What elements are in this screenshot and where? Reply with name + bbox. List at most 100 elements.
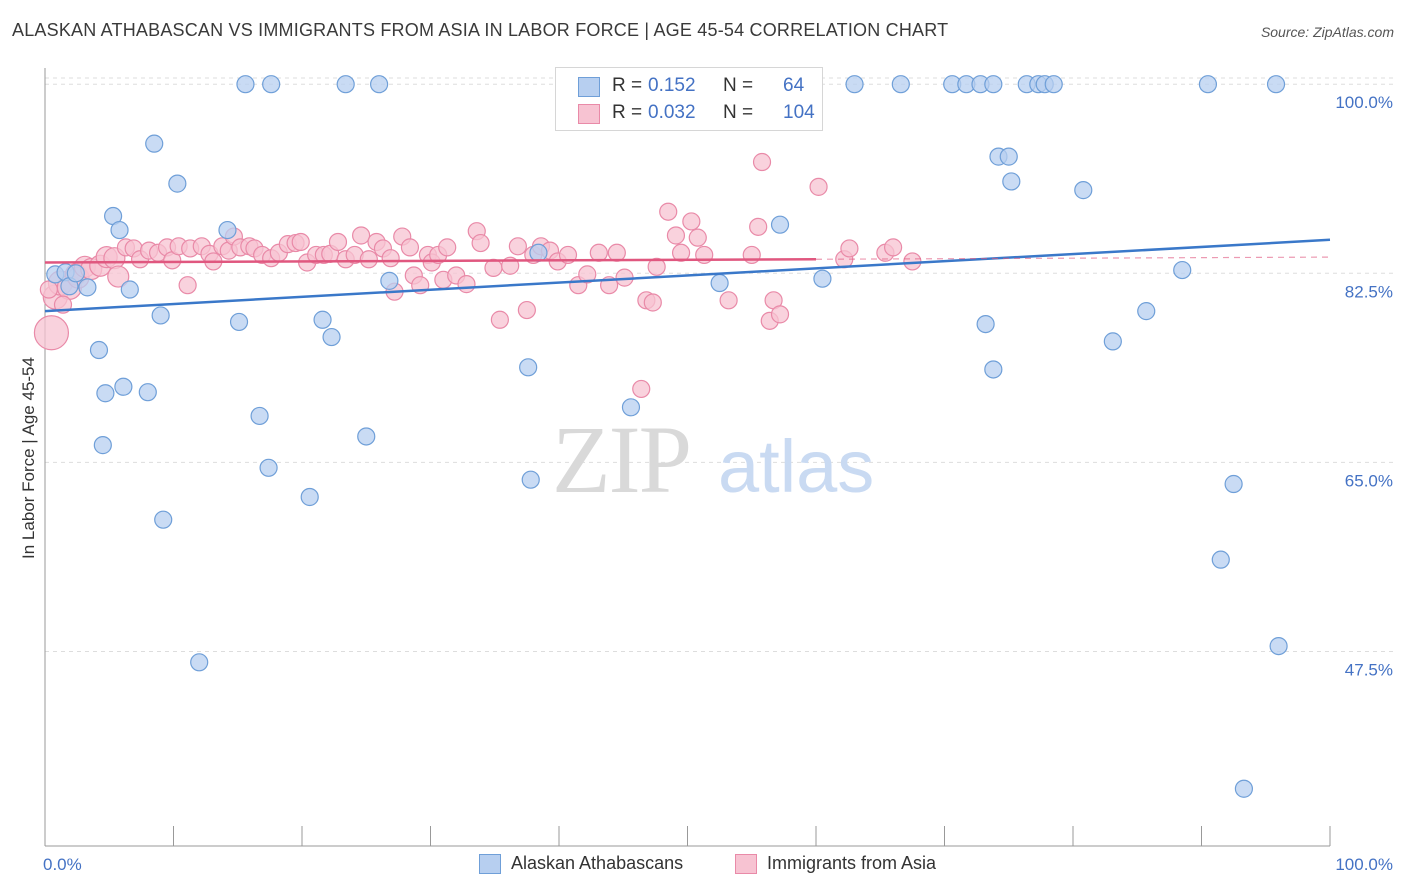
blue-point	[976, 314, 995, 334]
grid-lines	[45, 77, 1395, 652]
blue-point	[259, 458, 278, 477]
pink-point	[381, 249, 400, 268]
pink-point	[107, 265, 130, 288]
y-axis-label: In Labor Force | Age 45-54	[19, 357, 38, 559]
x-tick-label-min: 0.0%	[43, 855, 82, 874]
pink-point	[578, 265, 597, 284]
immigrants-from-asia-points	[33, 152, 922, 399]
blue-point	[78, 278, 97, 297]
chart-title: ALASKAN ATHABASCAN VS IMMIGRANTS FROM AS…	[12, 20, 949, 40]
legend-label: Alaskan Athabascans	[511, 853, 684, 873]
pink-point	[688, 228, 707, 247]
blue-point	[891, 75, 910, 94]
blue-point	[190, 653, 209, 672]
pink-point	[457, 275, 476, 294]
blue-point	[151, 306, 170, 325]
blue-point	[168, 174, 187, 193]
athabascans-trend-line	[44, 238, 1331, 313]
watermark-zip: ZIP	[552, 406, 690, 513]
asia-trend-extension	[815, 256, 1331, 260]
blue-point	[380, 271, 399, 290]
blue-point	[154, 510, 173, 529]
legend-swatch-pink	[578, 104, 600, 124]
blue-point	[1266, 75, 1286, 94]
blue-point	[1137, 302, 1156, 321]
pink-point	[647, 257, 666, 276]
blue-point	[120, 280, 139, 299]
blue-point	[1269, 636, 1288, 656]
pink-point	[607, 243, 626, 262]
pink-point	[517, 300, 536, 320]
pink-point	[589, 243, 608, 262]
legend-r-value: 0.032	[648, 102, 696, 123]
source-label: Source: ZipAtlas.com	[1260, 24, 1394, 40]
pink-point	[643, 293, 662, 312]
blue-point	[313, 310, 332, 329]
blue-point	[1044, 75, 1063, 94]
legend-swatch-blue	[479, 854, 501, 874]
alaskan-athabascans-points	[46, 75, 1288, 798]
blue-point	[845, 75, 864, 94]
blue-point	[370, 75, 389, 94]
x-tick-marks	[44, 826, 1331, 846]
legend-r-label: R =	[612, 102, 643, 123]
pink-point	[659, 202, 678, 221]
stats-legend: R = 0.152 N = 64 R = 0.032 N = 104	[555, 67, 823, 131]
pink-point	[883, 238, 903, 257]
blue-point	[529, 243, 548, 262]
x-tick-label-max: 100.0%	[1335, 855, 1393, 874]
blue-point	[138, 383, 157, 402]
blue-point	[621, 398, 641, 417]
series-legend: Alaskan Athabascans Immigrants from Asia	[0, 852, 1406, 878]
blue-point	[999, 147, 1018, 166]
legend-n-label: N =	[723, 75, 754, 96]
blue-point	[236, 75, 255, 94]
blue-point	[93, 436, 112, 455]
watermark: ZIP atlas	[552, 406, 874, 513]
pink-point	[749, 217, 768, 236]
pink-point	[682, 212, 701, 231]
pink-point	[632, 379, 651, 399]
blue-point	[984, 360, 1003, 379]
pink-point	[328, 232, 348, 252]
trend-lines	[44, 238, 1331, 313]
pink-point	[809, 177, 828, 196]
pink-point	[291, 232, 310, 252]
pink-point	[39, 280, 58, 299]
legend-r-label: R =	[612, 75, 643, 96]
blue-point	[322, 327, 341, 347]
pink-point	[490, 310, 509, 329]
blue-point	[1198, 75, 1218, 94]
pink-point	[352, 226, 371, 245]
pink-point	[840, 239, 859, 258]
blue-point	[1074, 181, 1093, 200]
blue-point	[250, 406, 269, 426]
blue-point	[96, 384, 115, 403]
pink-point	[484, 258, 503, 278]
y-tick-label: 82.5%	[1345, 282, 1393, 301]
pink-point	[752, 152, 772, 172]
blue-point	[357, 427, 376, 446]
pink-point	[178, 276, 197, 295]
y-tick-label: 65.0%	[1345, 471, 1393, 490]
legend-r-value: 0.152	[648, 75, 696, 96]
blue-point	[1211, 550, 1230, 569]
legend-label: Immigrants from Asia	[767, 853, 937, 873]
blue-point	[229, 312, 249, 332]
y-tick-label: 47.5%	[1345, 661, 1393, 680]
pink-point	[359, 250, 378, 269]
blue-point	[521, 470, 540, 489]
blue-point	[89, 340, 109, 360]
blue-point	[218, 220, 237, 240]
watermark-atlas: atlas	[718, 425, 874, 508]
pink-point	[666, 226, 686, 245]
blue-point	[1173, 260, 1192, 280]
blue-point	[114, 377, 133, 396]
pink-point	[719, 291, 738, 310]
legend-swatch-blue	[578, 77, 600, 97]
blue-point	[984, 75, 1003, 94]
pink-point	[438, 238, 457, 257]
blue-point	[1224, 474, 1243, 494]
blue-point	[813, 269, 832, 288]
